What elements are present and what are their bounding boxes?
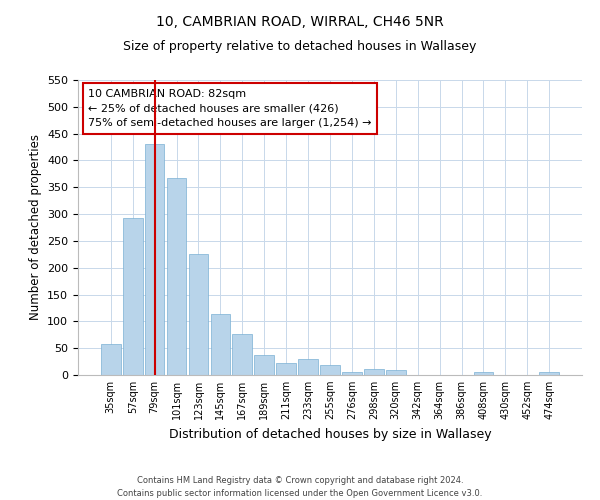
Bar <box>145 144 164 375</box>
Bar <box>123 218 143 375</box>
Text: Contains HM Land Registry data © Crown copyright and database right 2024.
Contai: Contains HM Land Registry data © Crown c… <box>118 476 482 498</box>
Y-axis label: Number of detached properties: Number of detached properties <box>29 134 41 320</box>
Bar <box>276 363 296 375</box>
Bar <box>539 372 559 375</box>
Bar <box>364 368 384 375</box>
Bar <box>211 314 230 375</box>
Text: 10 CAMBRIAN ROAD: 82sqm
← 25% of detached houses are smaller (426)
75% of semi-d: 10 CAMBRIAN ROAD: 82sqm ← 25% of detache… <box>88 89 371 128</box>
Bar <box>386 370 406 375</box>
Bar <box>188 254 208 375</box>
Bar <box>254 354 274 375</box>
Bar <box>320 366 340 375</box>
X-axis label: Distribution of detached houses by size in Wallasey: Distribution of detached houses by size … <box>169 428 491 440</box>
Text: Size of property relative to detached houses in Wallasey: Size of property relative to detached ho… <box>124 40 476 53</box>
Text: 10, CAMBRIAN ROAD, WIRRAL, CH46 5NR: 10, CAMBRIAN ROAD, WIRRAL, CH46 5NR <box>156 15 444 29</box>
Bar <box>101 344 121 375</box>
Bar <box>473 372 493 375</box>
Bar <box>342 372 362 375</box>
Bar <box>167 178 187 375</box>
Bar <box>298 360 318 375</box>
Bar <box>232 334 252 375</box>
